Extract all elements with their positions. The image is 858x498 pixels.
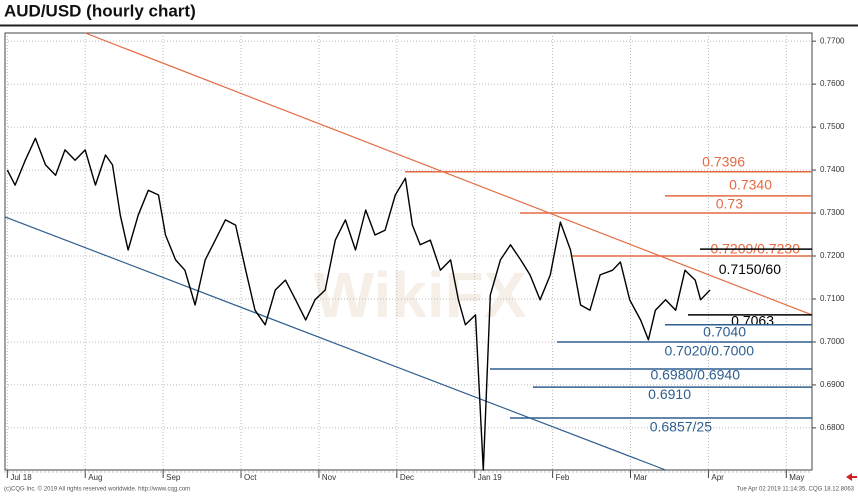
level-label: 0.6857/25 (650, 419, 712, 435)
footer-right: Tue Apr 02 2019 11:14:35, CQG 18.12.8063 (737, 487, 855, 493)
y-tick-label: 0.7200 (820, 251, 845, 260)
y-tick-label: 0.7600 (820, 79, 845, 88)
trend-line (85, 32, 813, 316)
chart-title: AUD/USD (hourly chart) (4, 1, 196, 20)
x-tick-label: Jan 19 (478, 473, 503, 482)
x-tick-label: Feb (556, 473, 570, 482)
level-label: 0.7040 (703, 323, 746, 339)
level-label: 0.6980/0.6940 (650, 367, 740, 383)
level-label: 0.7020/0.7000 (664, 343, 754, 359)
y-tick-label: 0.6900 (820, 380, 845, 389)
y-tick-label: 0.7300 (820, 208, 845, 217)
x-tick-label: Dec (400, 473, 414, 482)
x-tick-label: Nov (322, 473, 336, 482)
x-tick-label: Apr (711, 473, 724, 482)
y-tick-label: 0.7400 (820, 165, 845, 174)
level-label: 0.73 (716, 196, 743, 212)
price-line (6, 137, 711, 471)
x-tick-label: May (789, 473, 804, 482)
level-label: 0.7150/60 (719, 261, 781, 277)
level-label: 0.7340 (729, 177, 772, 193)
x-tick-label: Sep (166, 473, 181, 482)
y-tick-label: 0.6800 (820, 423, 845, 432)
x-tick-label: Oct (244, 473, 257, 482)
y-tick-label: 0.7100 (820, 294, 845, 303)
level-label: 0.7396 (702, 153, 745, 169)
x-tick-label: Jul 18 (10, 473, 32, 482)
y-tick-label: 0.7700 (820, 36, 845, 45)
y-tick-label: 0.7000 (820, 337, 845, 346)
y-tick-label: 0.7500 (820, 122, 845, 131)
level-label: 0.6910 (648, 386, 691, 402)
footer-left: (c)CQG Inc. © 2019 All rights reserved w… (4, 486, 190, 493)
x-tick-label: Mar (634, 473, 648, 482)
watermark: WikiFX (314, 259, 527, 331)
trend-line (4, 216, 666, 471)
x-tick-label: Aug (88, 473, 102, 482)
scroll-arrow[interactable] (846, 473, 857, 481)
plot-frame (4, 32, 813, 471)
